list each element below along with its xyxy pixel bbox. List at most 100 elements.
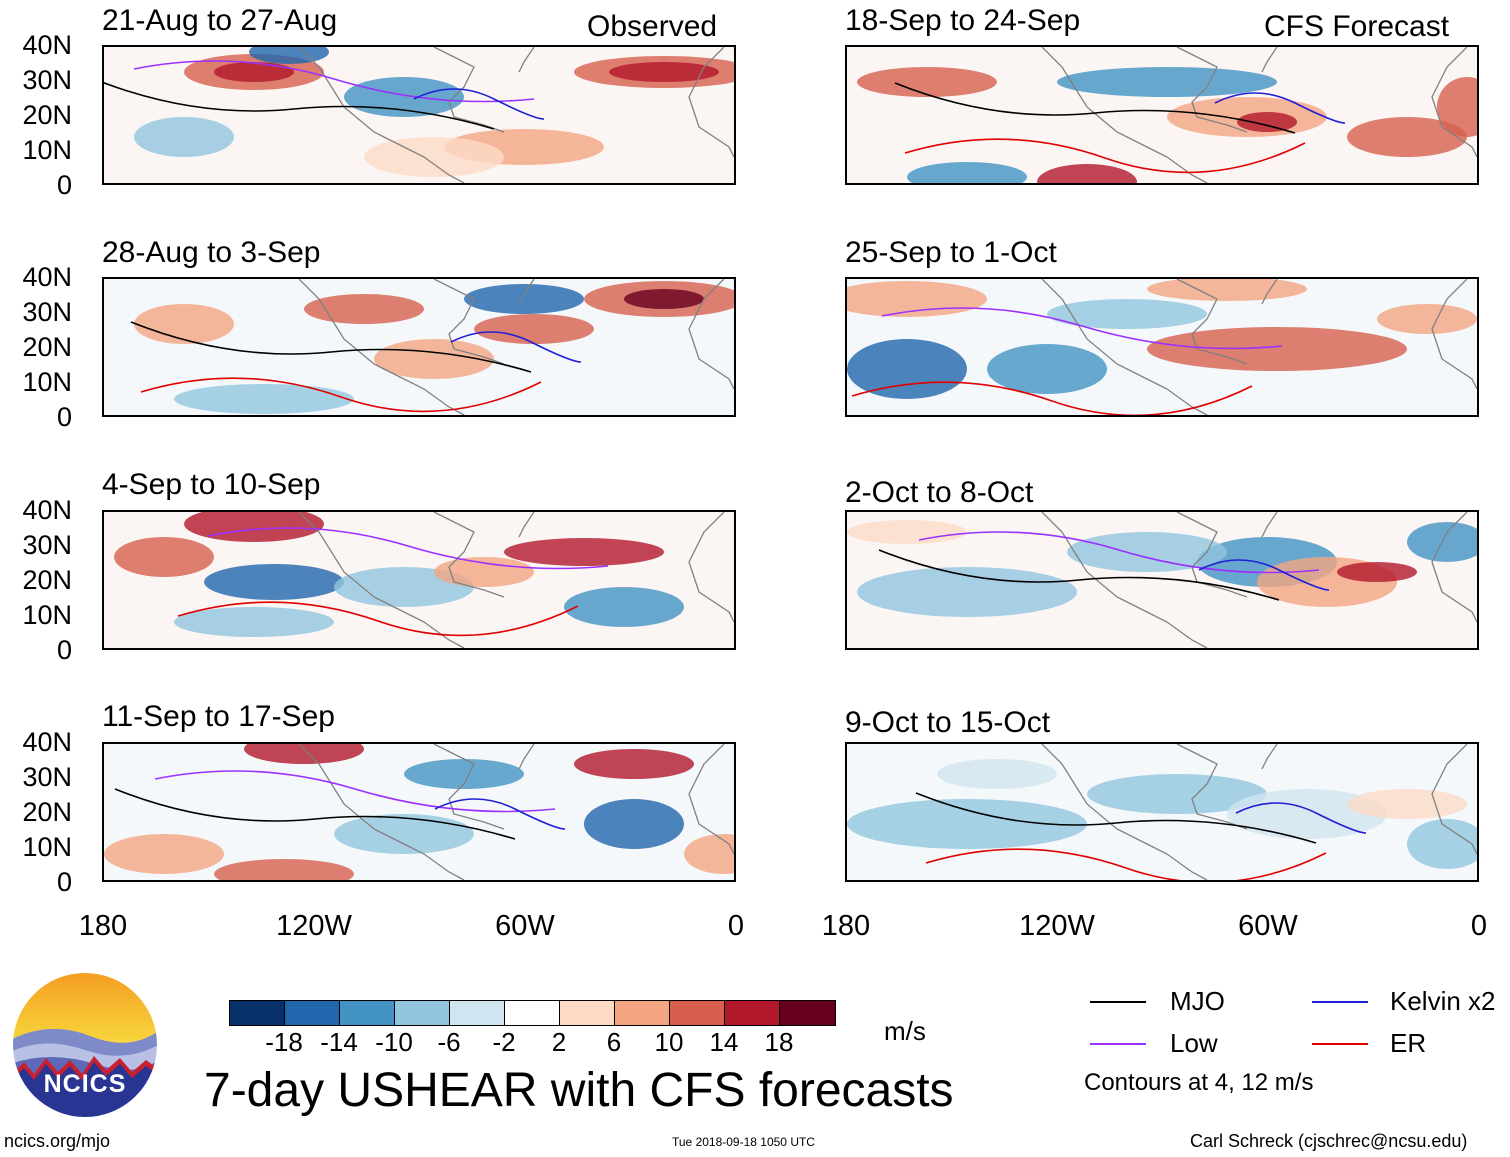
lat-label: 10N [2,834,72,861]
panel-title-left-4: 11-Sep to 17-Sep [102,702,335,732]
colorbar-tick-label: 14 [694,1029,754,1055]
colorbar-swatch [230,1001,285,1025]
legend-er-label: ER [1390,1030,1426,1056]
colorbar-tick-label: -18 [254,1029,314,1055]
colorbar-swatch [285,1001,340,1025]
lat-label: 0 [2,172,72,199]
shear-anomaly-region [1337,562,1417,582]
map-panel-observed-2 [102,277,736,417]
logo-text: NCICS [10,1070,160,1099]
shear-anomaly-region [114,537,214,577]
shear-anomaly-region [624,289,704,309]
shear-anomaly-region [1377,304,1477,334]
colorbar-units: m/s [884,1016,926,1047]
lon-label: 120W [1002,912,1112,941]
colorbar-tick-label: 10 [639,1029,699,1055]
lat-label: 10N [2,602,72,629]
lon-label: 0 [1424,912,1510,941]
colorbar-tick-label: -2 [474,1029,534,1055]
map-panel-observed-3 [102,510,736,650]
lat-label: 20N [2,799,72,826]
colorbar-swatch [505,1001,560,1025]
shear-anomaly-region [1147,327,1407,371]
lat-label: 20N [2,567,72,594]
colorbar-swatch [340,1001,395,1025]
lon-label: 180 [48,912,158,941]
footer-timestamp: Tue 2018-09-18 1050 UTC [672,1135,815,1149]
lat-label: 30N [2,764,72,791]
legend-kelvin-label: Kelvin x2 [1390,988,1496,1014]
shear-anomaly-region [584,799,684,849]
shear-anomaly-region [1057,67,1277,97]
lat-label: 10N [2,137,72,164]
lat-label: 40N [2,32,72,59]
shear-anomaly-region [1067,532,1227,572]
panel-title-right-3: 2-Oct to 8-Oct [845,478,1033,508]
lon-label: 60W [1213,912,1323,941]
colorbar-tick-label: 2 [529,1029,589,1055]
shear-anomaly-region [344,77,464,117]
shear-anomaly-region [987,344,1107,394]
lat-label: 0 [2,869,72,896]
shear-anomaly-region [334,814,474,854]
colorbar-tick-label: -6 [419,1029,479,1055]
colorbar-swatch [670,1001,725,1025]
shear-anomaly-region [857,67,997,97]
shear-anomaly-region [364,137,504,177]
lat-label: 20N [2,334,72,361]
shear-anomaly-region [1347,789,1467,819]
lat-label: 40N [2,729,72,756]
lon-label: 180 [791,912,901,941]
shear-anomaly-region [564,587,684,627]
colorbar-swatch [725,1001,780,1025]
shear-anomaly-region [847,339,967,399]
shear-anomaly-region [174,607,334,637]
shear-anomaly-region [134,117,234,157]
footer-website[interactable]: ncics.org/mjo [4,1131,110,1152]
colorbar-tick-label: 6 [584,1029,644,1055]
shear-anomaly-region [134,304,234,344]
lat-label: 0 [2,404,72,431]
shear-anomaly-region [214,62,294,82]
map-panel-forecast-2 [845,277,1479,417]
panel-title-right-1: 18-Sep to 24-Sep [845,6,1080,36]
lat-label: 10N [2,369,72,396]
shear-anomaly-region [609,62,719,82]
colorbar-tick-label: 18 [749,1029,809,1055]
colorbar-swatch [780,1001,835,1025]
main-title: 7-day USHEAR with CFS forecasts [204,1063,954,1119]
shear-anomaly-region [474,314,594,344]
map-panel-forecast-3 [845,510,1479,650]
colorbar-tick-label: -10 [364,1029,424,1055]
legend-mjo-line [1090,1001,1146,1003]
panel-title-right-4: 9-Oct to 15-Oct [845,708,1050,738]
colorbar-swatch [395,1001,450,1025]
lat-label: 30N [2,67,72,94]
ncics-logo: NCICS [10,970,160,1120]
shear-anomaly-region [204,564,344,600]
colorbar-swatch [615,1001,670,1025]
shear-anomaly-region [174,384,354,414]
map-panel-forecast-4 [845,742,1479,882]
legend-note: Contours at 4, 12 m/s [1084,1070,1313,1096]
lon-label: 0 [681,912,791,941]
lon-label: 60W [470,912,580,941]
shear-anomaly-region [847,520,967,544]
legend-kelvin-line [1312,1001,1368,1003]
lat-label: 40N [2,497,72,524]
panel-title-left-3: 4-Sep to 10-Sep [102,470,320,500]
colorbar-swatch [560,1001,615,1025]
legend-low-label: Low [1170,1030,1218,1056]
shear-anomaly-region [1237,112,1297,132]
colorbar-tick-label: -14 [309,1029,369,1055]
colorbar [229,1000,836,1026]
shear-anomaly-region [464,284,584,314]
panel-title-right-2: 25-Sep to 1-Oct [845,238,1057,268]
shear-anomaly-region [504,538,664,566]
forecast-label: CFS Forecast [1264,12,1449,42]
footer-author: Carl Schreck (cjschrec@ncsu.edu) [1190,1131,1467,1152]
panel-title-left-1: 21-Aug to 27-Aug [102,6,337,36]
legend-mjo-label: MJO [1170,988,1225,1014]
shear-anomaly-region [304,294,424,324]
colorbar-swatch [450,1001,505,1025]
